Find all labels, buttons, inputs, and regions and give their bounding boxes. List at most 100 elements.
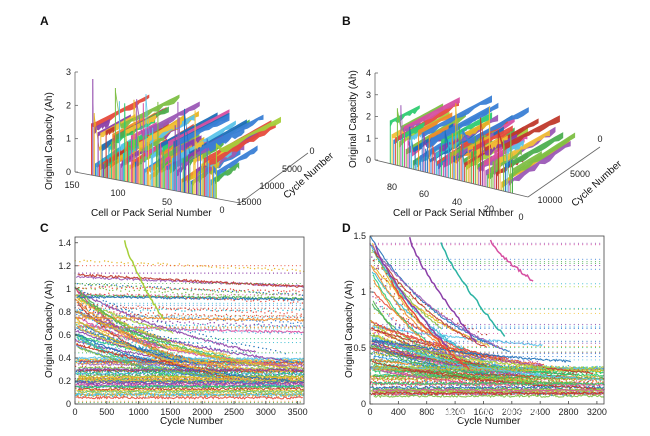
capacity-point: [169, 272, 171, 274]
capacity-point: [85, 307, 88, 309]
capacity-point: [269, 265, 271, 267]
capacity-point: [102, 342, 105, 344]
capacity-point: [288, 265, 290, 267]
capacity-point: [271, 392, 273, 394]
capacity-point: [112, 392, 114, 394]
capacity-point: [181, 338, 183, 340]
capacity-point: [89, 392, 91, 394]
capacity-point: [219, 272, 221, 274]
capacity-point: [102, 287, 105, 290]
capacity-point: [196, 362, 198, 365]
capacity-point: [181, 356, 183, 358]
capacity-point: [273, 371, 275, 374]
capacity-point: [124, 390, 126, 392]
capacity-point: [138, 289, 140, 291]
capacity-point: [143, 360, 146, 363]
capacity-point: [193, 308, 196, 311]
capacity-point: [208, 362, 210, 365]
capacity-point: [233, 299, 235, 302]
capacity-point: [197, 316, 200, 319]
capacity-point: [202, 288, 205, 290]
capacity-point: [84, 305, 86, 307]
capacity-point: [223, 369, 225, 371]
capacity-point: [120, 261, 123, 263]
capacity-point: [211, 374, 213, 376]
capacity-point: [246, 294, 248, 296]
capacity-point: [166, 295, 168, 297]
capacity-point: [145, 344, 148, 346]
capacity-point: [291, 309, 293, 311]
capacity-point: [269, 352, 271, 354]
capacity-point: [158, 338, 160, 340]
capacity-point: [76, 283, 79, 285]
capacity-point: [241, 311, 243, 313]
capacity-point: [265, 315, 267, 317]
capacity-point: [131, 342, 133, 344]
capacity-point: [288, 388, 290, 390]
capacity-point: [271, 296, 273, 299]
capacity-point: [110, 394, 112, 397]
capacity-ribbon: [106, 126, 115, 138]
capacity-point: [250, 390, 252, 392]
capacity-point: [112, 364, 114, 366]
capacity-point: [114, 332, 116, 334]
capacity-ribbon: [429, 124, 449, 142]
capacity-point: [215, 392, 217, 394]
capacity-point: [167, 354, 170, 356]
capacity-point: [99, 318, 102, 320]
capacity-point: [253, 295, 255, 297]
capacity-point: [254, 373, 257, 375]
capacity-point: [234, 378, 236, 380]
capacity-point: [276, 326, 278, 328]
capacity-point: [214, 309, 216, 311]
capacity-point: [215, 342, 217, 344]
capacity-point: [101, 338, 103, 340]
capacity-point: [177, 402, 179, 404]
capacity-point: [297, 301, 299, 303]
capacity-point: [166, 294, 168, 296]
capacity-point: [282, 321, 284, 323]
capacity-point: [223, 302, 225, 304]
capacity-point: [276, 342, 278, 344]
capacity-point: [298, 388, 300, 390]
capacity-point: [238, 371, 241, 373]
capacity-point: [261, 272, 263, 274]
capacity-point: [91, 319, 94, 322]
capacity-point: [277, 292, 280, 294]
capacity-point: [125, 339, 127, 341]
capacity-point: [127, 378, 129, 380]
capacity-point: [146, 338, 149, 340]
capacity-point: [211, 394, 213, 397]
capacity-point: [82, 378, 84, 380]
capacity-point: [139, 307, 141, 309]
capacity-point: [200, 272, 202, 274]
capacity-point: [185, 400, 187, 402]
capacity-point: [82, 352, 84, 354]
capacity-point: [215, 402, 217, 404]
capacity-point: [187, 393, 189, 395]
capacity-point: [93, 390, 95, 392]
capacity-point: [101, 390, 103, 392]
capacity-point: [196, 315, 198, 317]
capacity-point: [225, 394, 227, 396]
capacity-point: [230, 378, 233, 380]
capacity-point: [227, 342, 229, 344]
capacity-point: [158, 369, 160, 371]
capacity-point: [200, 393, 202, 395]
capacity-point: [150, 294, 152, 296]
capacity-point: [173, 362, 175, 365]
capacity-point: [166, 326, 168, 328]
capacity-point: [177, 400, 179, 402]
capacity-point: [164, 291, 166, 293]
capacity-point: [108, 307, 110, 309]
capacity-point: [238, 402, 240, 404]
capacity-point: [196, 374, 198, 376]
capacity-point: [223, 342, 225, 344]
capacity-point: [223, 374, 225, 376]
capacity-point: [223, 326, 225, 328]
z-tick-label: 10000: [537, 195, 562, 205]
capacity-point: [82, 402, 84, 404]
capacity-point: [219, 298, 221, 301]
capacity-point: [290, 360, 292, 363]
capacity-point: [206, 309, 208, 311]
